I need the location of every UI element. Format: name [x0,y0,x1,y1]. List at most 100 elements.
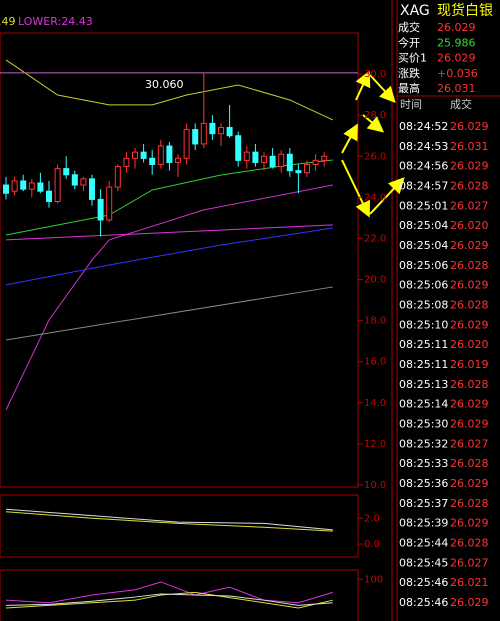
trade-price: 26.028 [450,179,489,192]
trade-time: 08:25:44 [399,536,448,549]
quote-label: 买价1 [398,52,427,65]
trade-time: 08:25:14 [399,398,448,411]
y-tick-label: 24.0 [364,192,386,203]
indicator-line [5,227,333,286]
trade-price: 26.028 [450,259,489,272]
indicator-line [5,581,333,604]
candle-body [54,168,61,202]
trade-price: 26.028 [450,378,489,391]
symbol: XAG [400,3,430,19]
trade-price: 26.020 [450,338,489,351]
trade-time: 08:25:45 [399,556,448,569]
trade-time: 08:24:57 [399,179,448,192]
candle-body [269,155,276,168]
trade-price: 26.019 [450,358,489,371]
candle-body [235,135,242,161]
candle-body [80,178,87,186]
quote-label: 成交 [398,20,420,34]
trade-price: 26.027 [450,556,489,569]
trade-header: 成交 [450,97,472,111]
candle-body [37,182,44,192]
candle-body [226,127,233,137]
y-tick-label: 16.0 [364,357,386,368]
y-tick-label: 26.0 [364,151,386,162]
trade-price: 26.029 [450,160,489,173]
trade-time: 08:25:11 [399,338,448,351]
y-tick-label: 22.0 [364,233,386,244]
y-tick-label: 14.0 [364,398,386,409]
trade-time: 08:25:08 [399,298,448,311]
trade-time: 08:25:06 [399,259,448,272]
trade-time: 08:25:10 [399,318,448,331]
candle-body [106,186,113,221]
indicator-partial: .49 [0,15,16,28]
candle-body [123,157,130,168]
candle-body [166,145,173,163]
trade-time: 08:25:06 [399,279,448,292]
y-tick-label: 28.0 [364,110,386,121]
candle-body [132,151,138,159]
candle-body [192,129,199,145]
trade-time: 08:25:46 [399,596,448,609]
quote-value: 26.031 [437,82,476,95]
trade-time: 08:25:11 [399,358,448,371]
candle-body [312,159,319,165]
candle-body [278,153,285,168]
y-tick-label: 18.0 [364,316,386,327]
candle-body [140,151,147,159]
candle-body [97,198,104,221]
indicator-lower: LOWER:24.43 [18,15,93,28]
indicator-line [5,286,333,341]
y-tick-label: 12.0 [364,439,386,450]
max-label: 30.060 [145,78,184,91]
symbol-name: 现货白银 [437,2,493,19]
candle-body [63,168,70,176]
trade-time: 08:24:53 [399,140,448,153]
trade-price: 26.027 [450,199,489,212]
indicator-line [5,224,333,241]
candle-body [89,178,95,200]
trade-price: 26.029 [450,318,489,331]
trade-time: 08:25:46 [399,576,448,589]
trade-price: 26.031 [450,140,489,153]
candle-body [20,180,27,190]
trade-price: 26.020 [450,219,489,232]
trade-price: 26.029 [450,477,489,490]
trade-time: 08:25:36 [399,477,448,490]
trade-time: 08:25:04 [399,219,448,232]
trade-price: 26.029 [450,120,489,133]
y-tick-label: 2.0 [364,513,380,524]
trade-time: 08:25:39 [399,517,448,530]
quote-label: 最高 [398,81,420,95]
trade-time: 08:25:30 [399,417,448,430]
indicator-line [5,591,333,609]
trade-price: 26.029 [450,517,489,530]
candle-body [295,170,302,174]
y-tick-label: 20.0 [364,275,386,286]
trade-price: 26.028 [450,536,489,549]
quote-value: +0.036 [437,67,478,80]
candle-body [183,129,190,159]
quote-label: 涨跌 [398,66,420,80]
quote-value: 26.029 [437,52,476,65]
candle-body [209,122,216,135]
trade-time: 08:25:01 [399,199,448,212]
indicator-line [5,508,333,531]
trade-price: 26.028 [450,298,489,311]
candle-body [261,155,267,163]
candle-body [28,182,35,190]
candle-body [218,127,224,135]
trade-price: 26.028 [450,457,489,470]
candle-body [46,190,52,202]
trade-time: 08:25:33 [399,457,448,470]
indicator-line [5,511,333,532]
y-tick-label: 0.0 [364,539,380,550]
quote-label: 今开 [398,35,420,49]
trade-header: 时间 [400,98,422,111]
trade-time: 08:24:52 [399,120,448,133]
quote-value: 26.029 [437,21,476,34]
candle-body [200,122,207,145]
candle-body [243,151,250,161]
candle-body [157,145,164,165]
